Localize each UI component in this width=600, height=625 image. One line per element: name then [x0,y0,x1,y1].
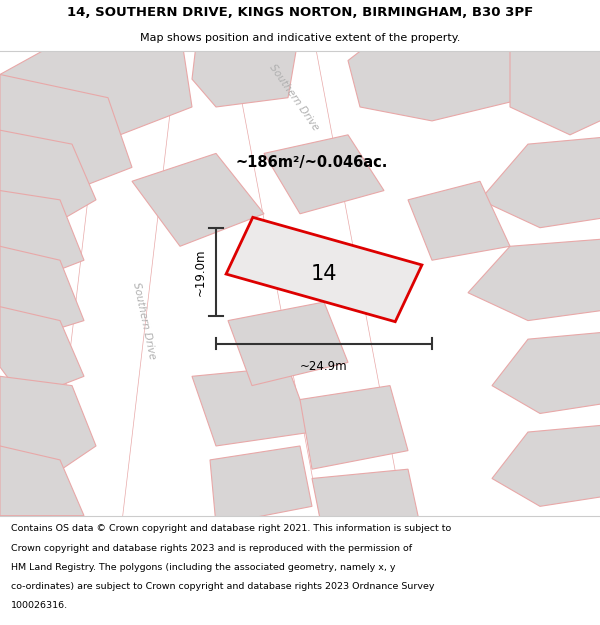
Polygon shape [300,386,408,469]
Polygon shape [210,446,312,525]
Text: Contains OS data © Crown copyright and database right 2021. This information is : Contains OS data © Crown copyright and d… [11,524,451,533]
Text: 14: 14 [311,264,337,284]
Polygon shape [0,307,84,399]
Polygon shape [48,28,180,539]
Polygon shape [0,446,84,516]
Polygon shape [132,153,264,246]
Polygon shape [228,28,408,539]
Text: ~24.9m: ~24.9m [300,360,348,373]
Polygon shape [0,28,192,135]
Polygon shape [312,469,420,539]
Polygon shape [0,74,132,191]
Polygon shape [264,135,384,214]
Text: 100026316.: 100026316. [11,601,68,610]
Polygon shape [408,181,510,260]
Polygon shape [492,330,600,414]
Polygon shape [192,367,312,446]
Polygon shape [228,302,348,386]
Text: Southern Drive: Southern Drive [268,62,320,132]
Polygon shape [480,135,600,228]
Polygon shape [492,422,600,506]
Text: ~186m²/~0.046ac.: ~186m²/~0.046ac. [236,155,388,170]
Polygon shape [348,28,528,121]
Polygon shape [226,217,422,322]
Polygon shape [468,237,600,321]
Text: HM Land Registry. The polygons (including the associated geometry, namely x, y: HM Land Registry. The polygons (includin… [11,562,395,572]
Polygon shape [0,376,96,479]
Polygon shape [510,28,600,135]
Polygon shape [0,246,84,339]
Text: 14, SOUTHERN DRIVE, KINGS NORTON, BIRMINGHAM, B30 3PF: 14, SOUTHERN DRIVE, KINGS NORTON, BIRMIN… [67,6,533,19]
Polygon shape [0,191,84,283]
Polygon shape [192,28,300,107]
Text: co-ordinates) are subject to Crown copyright and database rights 2023 Ordnance S: co-ordinates) are subject to Crown copyr… [11,582,434,591]
Text: Southern Drive: Southern Drive [131,281,157,360]
Text: Map shows position and indicative extent of the property.: Map shows position and indicative extent… [140,33,460,44]
Text: Crown copyright and database rights 2023 and is reproduced with the permission o: Crown copyright and database rights 2023… [11,544,412,552]
Text: ~19.0m: ~19.0m [194,248,207,296]
Polygon shape [0,130,96,228]
